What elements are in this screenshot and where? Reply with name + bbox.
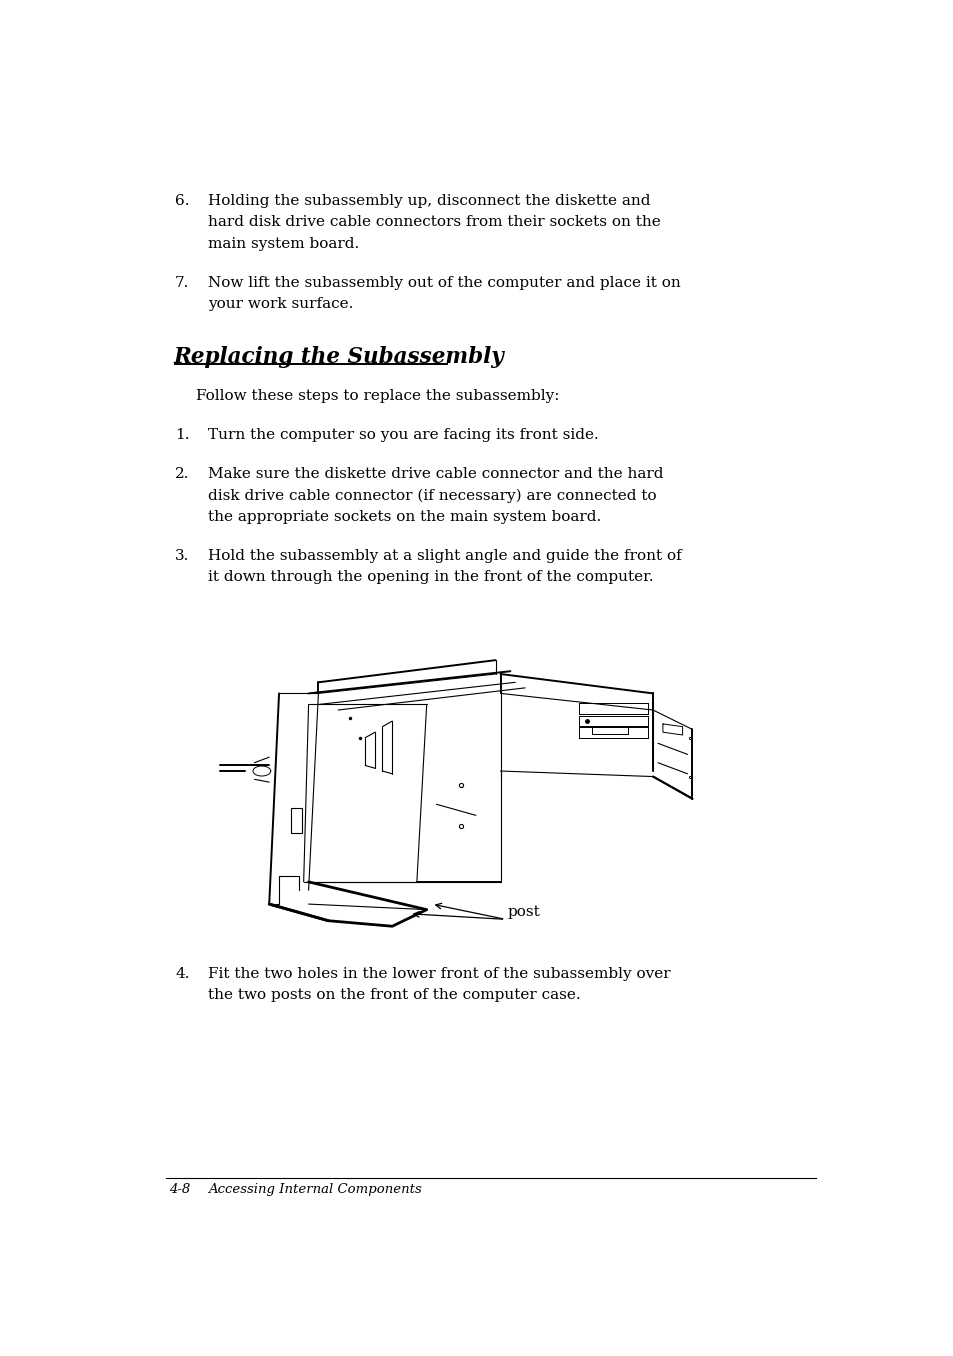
FancyBboxPatch shape xyxy=(291,808,301,834)
Text: Fit the two holes in the lower front of the subassembly over: Fit the two holes in the lower front of … xyxy=(208,967,670,980)
Text: Holding the subassembly up, disconnect the diskette and: Holding the subassembly up, disconnect t… xyxy=(208,194,649,209)
Text: your work surface.: your work surface. xyxy=(208,297,353,311)
Text: 2.: 2. xyxy=(174,468,190,481)
Text: 4-8: 4-8 xyxy=(169,1182,190,1196)
Text: Turn the computer so you are facing its front side.: Turn the computer so you are facing its … xyxy=(208,428,598,442)
Text: main system board.: main system board. xyxy=(208,237,358,251)
Text: 3.: 3. xyxy=(174,549,190,563)
Text: Make sure the diskette drive cable connector and the hard: Make sure the diskette drive cable conne… xyxy=(208,468,662,481)
Text: 6.: 6. xyxy=(174,194,190,209)
Text: Now lift the subassembly out of the computer and place it on: Now lift the subassembly out of the comp… xyxy=(208,275,679,290)
Text: 4.: 4. xyxy=(174,967,190,980)
Text: the two posts on the front of the computer case.: the two posts on the front of the comput… xyxy=(208,987,579,1002)
Text: Follow these steps to replace the subassembly:: Follow these steps to replace the subass… xyxy=(195,389,558,403)
Text: hard disk drive cable connectors from their sockets on the: hard disk drive cable connectors from th… xyxy=(208,216,659,229)
Text: 7.: 7. xyxy=(174,275,190,290)
Text: Hold the subassembly at a slight angle and guide the front of: Hold the subassembly at a slight angle a… xyxy=(208,549,680,563)
Text: 1.: 1. xyxy=(174,428,190,442)
Text: Replacing the Subassembly: Replacing the Subassembly xyxy=(173,346,504,367)
Text: Accessing Internal Components: Accessing Internal Components xyxy=(208,1182,421,1196)
Text: it down through the opening in the front of the computer.: it down through the opening in the front… xyxy=(208,570,653,584)
Text: the appropriate sockets on the main system board.: the appropriate sockets on the main syst… xyxy=(208,510,600,523)
Text: disk drive cable connector (if necessary) are connected to: disk drive cable connector (if necessary… xyxy=(208,488,656,503)
Text: post: post xyxy=(507,906,540,919)
